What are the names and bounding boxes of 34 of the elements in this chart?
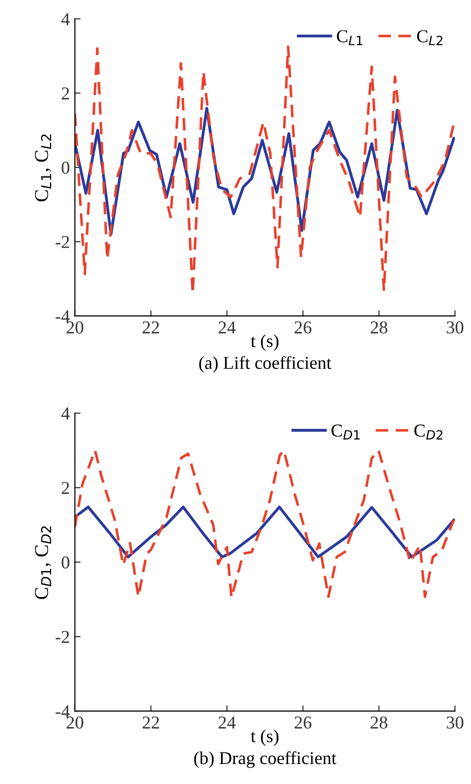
- line-series: [74, 449, 455, 599]
- x-tick-label: 20: [66, 321, 84, 334]
- y-axis-title: C$_{L1}$, C$_{L2}$: [35, 134, 52, 202]
- y-tick-label: -4: [56, 705, 70, 718]
- text: (a) Lift coefficient: [199, 356, 332, 373]
- legend-label: C$_{D1}$: [332, 424, 360, 440]
- x-axis-title: t (s): [250, 730, 278, 746]
- text: (b) Drag coefficient: [194, 751, 336, 768]
- y-tick-label: 2: [62, 482, 70, 494]
- y-axis-title: C$_{D1}$, C$_{D2}$: [35, 526, 52, 600]
- x-tick-label: 30: [446, 321, 464, 334]
- y-tick-label: 4: [61, 13, 70, 26]
- x-tick-label: 26: [294, 716, 312, 729]
- y-tick-label: -2: [56, 630, 70, 643]
- y-tick-label: 2: [62, 87, 70, 100]
- x-tick-label: 28: [370, 321, 388, 334]
- line-series: [74, 506, 455, 558]
- x-tick-label: 28: [370, 716, 388, 729]
- y-tick-label: 0: [62, 556, 70, 569]
- legend-label: C$_{L1}$: [336, 30, 362, 46]
- x-tick-label: 26: [294, 321, 312, 334]
- x-tick-label: 30: [446, 716, 464, 729]
- y-tick-label: -2: [56, 236, 70, 248]
- y-tick-label: -4: [56, 310, 70, 322]
- y-tick-label: 4: [61, 408, 70, 420]
- legend-label: C$_{L2}$: [417, 30, 442, 46]
- y-tick-label: 0: [62, 162, 70, 174]
- legend-label: C$_{D2}$: [414, 424, 442, 440]
- x-tick-label: 22: [142, 321, 159, 334]
- x-tick-label: 20: [66, 716, 84, 729]
- x-axis-title: t (s): [250, 334, 278, 351]
- x-tick-label: 24: [218, 321, 236, 334]
- x-tick-label: 24: [218, 716, 236, 728]
- x-tick-label: 22: [142, 716, 159, 728]
